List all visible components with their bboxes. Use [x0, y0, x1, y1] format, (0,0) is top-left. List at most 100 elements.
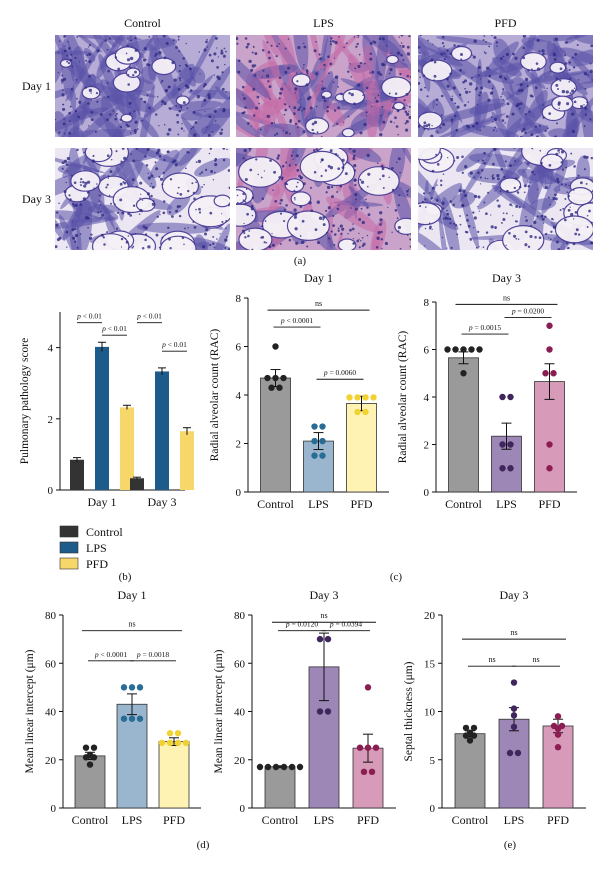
- histology-row-label: Day 3: [22, 192, 51, 206]
- data-point: [462, 724, 470, 732]
- data-point: [311, 423, 318, 430]
- data-point: [272, 343, 279, 350]
- data-point: [372, 744, 380, 751]
- data-point: [546, 441, 553, 448]
- x-tick-label: LPS: [308, 497, 329, 511]
- histology-image-day3-pfd: [418, 148, 593, 250]
- data-point: [510, 705, 518, 712]
- data-point: [280, 763, 288, 771]
- panel-label-a: (a): [294, 255, 307, 267]
- y-tick-label: 60: [45, 658, 57, 670]
- x-tick-label: LPS: [496, 497, 517, 511]
- y-tick-label: 80: [45, 610, 57, 622]
- chart-title: Day 3: [492, 271, 521, 285]
- significance-label: p = 0.0200: [511, 306, 545, 315]
- y-tick-label: 2: [48, 414, 54, 426]
- y-axis-label: Radial alveolar count (RAC): [397, 331, 409, 464]
- significance-label: ns: [503, 293, 510, 302]
- bar-pfd: [346, 403, 377, 493]
- y-tick-label: 40: [45, 707, 57, 719]
- x-tick-label: PFD: [357, 813, 379, 827]
- significance-label: p = 0.0015: [468, 323, 502, 332]
- significance-label: ns: [128, 620, 135, 629]
- data-point: [356, 744, 364, 751]
- data-point: [264, 374, 271, 382]
- y-tick-label: 8: [236, 293, 242, 305]
- y-tick-label: 4: [236, 390, 242, 402]
- data-point: [311, 437, 318, 445]
- significance-label: p = 0.0060: [323, 368, 357, 377]
- significance-label: ns: [532, 655, 539, 664]
- y-tick-label: 15: [424, 658, 436, 670]
- bar-control: [70, 459, 84, 490]
- y-tick-label: 4: [424, 392, 430, 404]
- histology-column-label: LPS: [313, 16, 334, 30]
- bar-lps: [498, 718, 530, 809]
- chart-title: Day 1: [304, 271, 333, 285]
- data-point: [510, 723, 518, 731]
- significance-label: ns: [320, 611, 327, 620]
- data-point: [120, 684, 128, 691]
- data-point: [324, 635, 332, 643]
- data-point: [296, 763, 304, 771]
- significance-label: p = 0.0120: [285, 620, 319, 629]
- bar-control: [260, 377, 291, 493]
- data-point: [82, 744, 90, 751]
- data-point: [90, 744, 98, 751]
- x-tick-label: LPS: [504, 813, 525, 827]
- data-point: [174, 739, 182, 747]
- bar-pfd: [180, 431, 194, 490]
- data-point: [460, 370, 467, 377]
- data-point: [507, 441, 514, 448]
- data-point: [444, 346, 451, 353]
- data-point: [280, 374, 287, 382]
- chart-e: 0 5 10 15 20 Septal thickness (μm) Day 3 Contro…: [403, 588, 586, 827]
- x-tick-label: PFD: [547, 813, 569, 827]
- bar-pfd: [534, 381, 565, 493]
- data-point: [120, 715, 128, 722]
- data-point: [319, 437, 326, 445]
- legend-swatch-pfd: [59, 557, 79, 570]
- data-point: [470, 732, 478, 739]
- bar-pfd: [542, 725, 574, 809]
- y-tick-label: 0: [240, 803, 246, 815]
- data-point: [354, 408, 361, 416]
- data-point: [128, 715, 136, 722]
- bar-pfd: [158, 741, 190, 809]
- data-point: [272, 374, 279, 382]
- significance-label: ns: [315, 299, 322, 308]
- histology-image-day3-control: [55, 148, 230, 250]
- data-point: [364, 744, 372, 751]
- data-point: [136, 715, 144, 722]
- data-point: [316, 635, 324, 643]
- legend-swatch-lps: [59, 541, 79, 554]
- data-point: [158, 739, 166, 747]
- data-point: [364, 684, 372, 691]
- histology-image-day1-lps: [236, 35, 411, 137]
- x-tick-label: LPS: [314, 813, 335, 827]
- data-point: [360, 768, 368, 776]
- x-tick-label: Control: [452, 813, 489, 827]
- data-point: [542, 370, 549, 377]
- y-tick-label: 0: [430, 803, 436, 815]
- data-point: [476, 346, 483, 353]
- data-point: [554, 725, 562, 733]
- y-tick-label: 20: [45, 755, 57, 767]
- histology-image-day1-control: [55, 35, 230, 137]
- x-tick-label: LPS: [122, 813, 143, 827]
- significance-label: p < 0.01: [76, 312, 102, 321]
- chart-b: 0 2 4 Pulmonary pathology score Day 1 Day 3 p …: [19, 312, 194, 571]
- data-point: [272, 763, 280, 771]
- y-tick-label: 4: [48, 343, 54, 355]
- y-tick-label: 6: [236, 342, 242, 354]
- significance-label: p < 0.0001: [280, 316, 314, 325]
- chart-title: Day 3: [500, 588, 529, 602]
- bar-control: [448, 357, 479, 493]
- data-point: [554, 713, 562, 720]
- data-point: [311, 452, 318, 459]
- legend-swatch-control: [59, 525, 79, 538]
- legend-label: PFD: [86, 557, 108, 571]
- data-point: [319, 452, 326, 459]
- bar-control: [130, 478, 144, 490]
- x-tick-label: Day 3: [148, 495, 177, 509]
